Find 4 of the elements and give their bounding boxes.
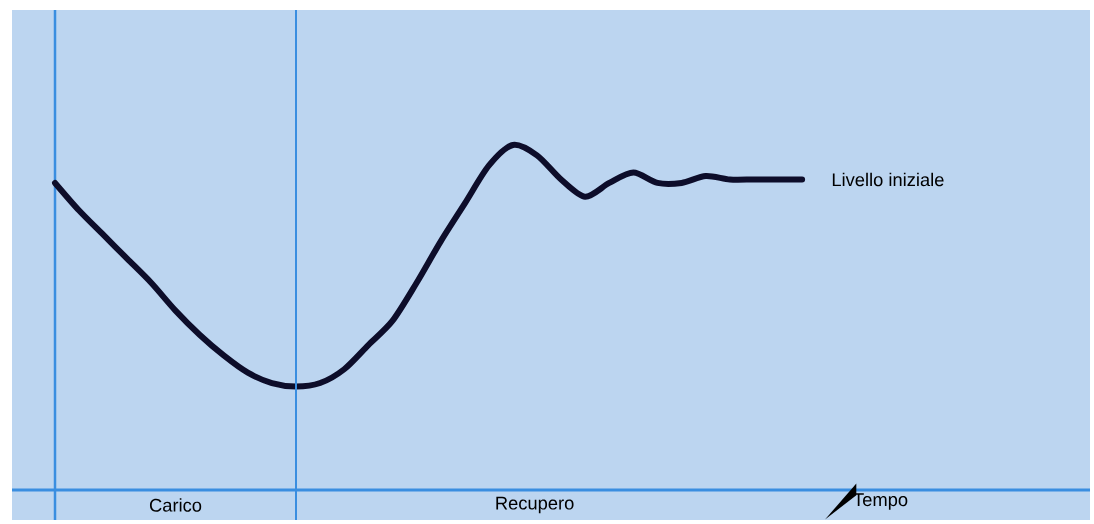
annotation: Livello iniziale [832,172,944,187]
text: Recupero [496,496,574,514]
x-axis-title: Tempo [853,493,908,510]
text: Carico [149,498,202,512]
